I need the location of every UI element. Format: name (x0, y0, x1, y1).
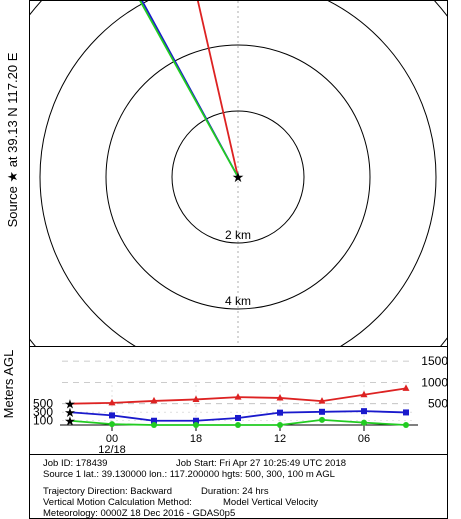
duration: Duration: 24 hrs (201, 486, 269, 497)
height-marker (192, 395, 200, 402)
height-marker (109, 412, 115, 419)
height-marker (234, 393, 242, 400)
source-label: Source ★ at 39.13 N 117.20 E (5, 52, 20, 227)
height-marker (276, 393, 284, 401)
map-trajectory-2 (139, 1, 239, 178)
map-range-ring (171, 110, 305, 244)
height-marker (361, 419, 367, 426)
height-marker (235, 422, 241, 428)
info-line-3: Trajectory Direction: Backward Duration:… (43, 486, 269, 497)
height-axis-label: Meters AGL (1, 350, 16, 419)
height-start-star: ★ (64, 414, 76, 429)
map-range-ring (105, 44, 371, 310)
height-marker (150, 396, 158, 404)
height-start-star: ★ (64, 405, 76, 420)
height-marker (319, 416, 325, 423)
vertical-motion-method: Model Vertical Velocity (223, 497, 319, 508)
time-tick-label: 06 (358, 433, 370, 445)
time-tick-label: 12 (274, 433, 286, 445)
vertical-motion-label: Vertical Motion Calculation Method: (43, 497, 192, 508)
job-start: Job Start: Fri Apr 27 10:25:49 UTC 2018 (176, 458, 347, 469)
height-tick-left: 300 (33, 405, 53, 419)
info-line-2: Source 1 lat.: 39.130000 lon.: 117.20000… (43, 469, 335, 480)
height-tick-right: 1000 (421, 375, 448, 389)
height-marker (402, 384, 410, 391)
height-marker (319, 408, 325, 415)
trajectory-direction: Trajectory Direction: Backward (43, 486, 172, 497)
height-marker (403, 422, 409, 428)
time-tick-date: 12/18 (98, 444, 126, 456)
height-marker (277, 422, 283, 428)
info-line-4: Vertical Motion Calculation Method: Mode… (43, 497, 318, 508)
height-tick-right: 1500 (421, 354, 448, 368)
info-line-5: Meteorology: 0000Z 18 Dec 2016 - GDAS0p5 (43, 508, 236, 519)
height-marker (360, 390, 368, 398)
height-tick-right: 500 (428, 397, 448, 411)
map-panel: 2 km 4 km ★ (30, 1, 447, 346)
height-marker (193, 417, 199, 424)
height-marker (318, 397, 326, 404)
height-tick-left: 500 (33, 397, 53, 411)
height-marker (193, 422, 199, 428)
map-range-ring (39, 1, 437, 346)
height-marker (403, 409, 409, 416)
map-ring-label: 2 km (225, 228, 251, 242)
height-panel-frame (29, 346, 448, 455)
height-tick-left: 100 (33, 414, 53, 428)
height-start-star: ★ (64, 397, 76, 412)
job-id: Job ID: 178439 (43, 458, 108, 469)
info-line-1: Job ID: 178439 Job Start: Fri Apr 27 10:… (43, 458, 346, 469)
height-marker (235, 414, 241, 421)
map-trajectory-0 (196, 1, 239, 178)
height-marker (151, 417, 157, 424)
height-marker (361, 408, 367, 415)
height-marker (108, 398, 116, 406)
height-marker (277, 409, 283, 416)
height-marker (151, 422, 157, 428)
time-tick-label: 18 (190, 433, 202, 445)
time-tick-label: 00 (106, 433, 118, 445)
source-star: ★ (232, 169, 245, 185)
height-marker (109, 421, 115, 428)
map-ring-label: 4 km (225, 294, 251, 308)
map-range-ring (30, 1, 447, 346)
